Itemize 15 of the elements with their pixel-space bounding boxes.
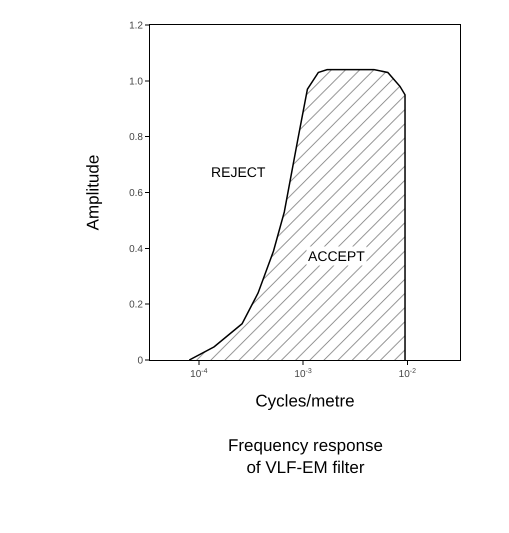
y-tick-label: 1.2 [129,20,144,32]
y-tick-label: 0 [137,356,144,366]
annotation: REJECT [211,164,266,180]
x-tick-label: 10$^{-4}$ [190,368,208,380]
y-tick-label: 0.2 [129,300,144,311]
y-tick-label: 1.0 [129,76,144,88]
annotation: ACCEPT [308,248,366,264]
y-tick-label: 0.6 [129,188,144,199]
x-axis-title: Cycles/metre [255,391,355,410]
x-tick-label: 10$^{-2}$ [398,368,416,380]
y-tick-label: 0.8 [129,132,144,144]
text: Frequency response of VLF-EM filter [228,436,383,478]
x-tick-label: 10$^{-3}$ [294,368,312,380]
y-tick-label: 0.4 [129,244,144,255]
y-axis-title: Amplitude [84,154,103,230]
